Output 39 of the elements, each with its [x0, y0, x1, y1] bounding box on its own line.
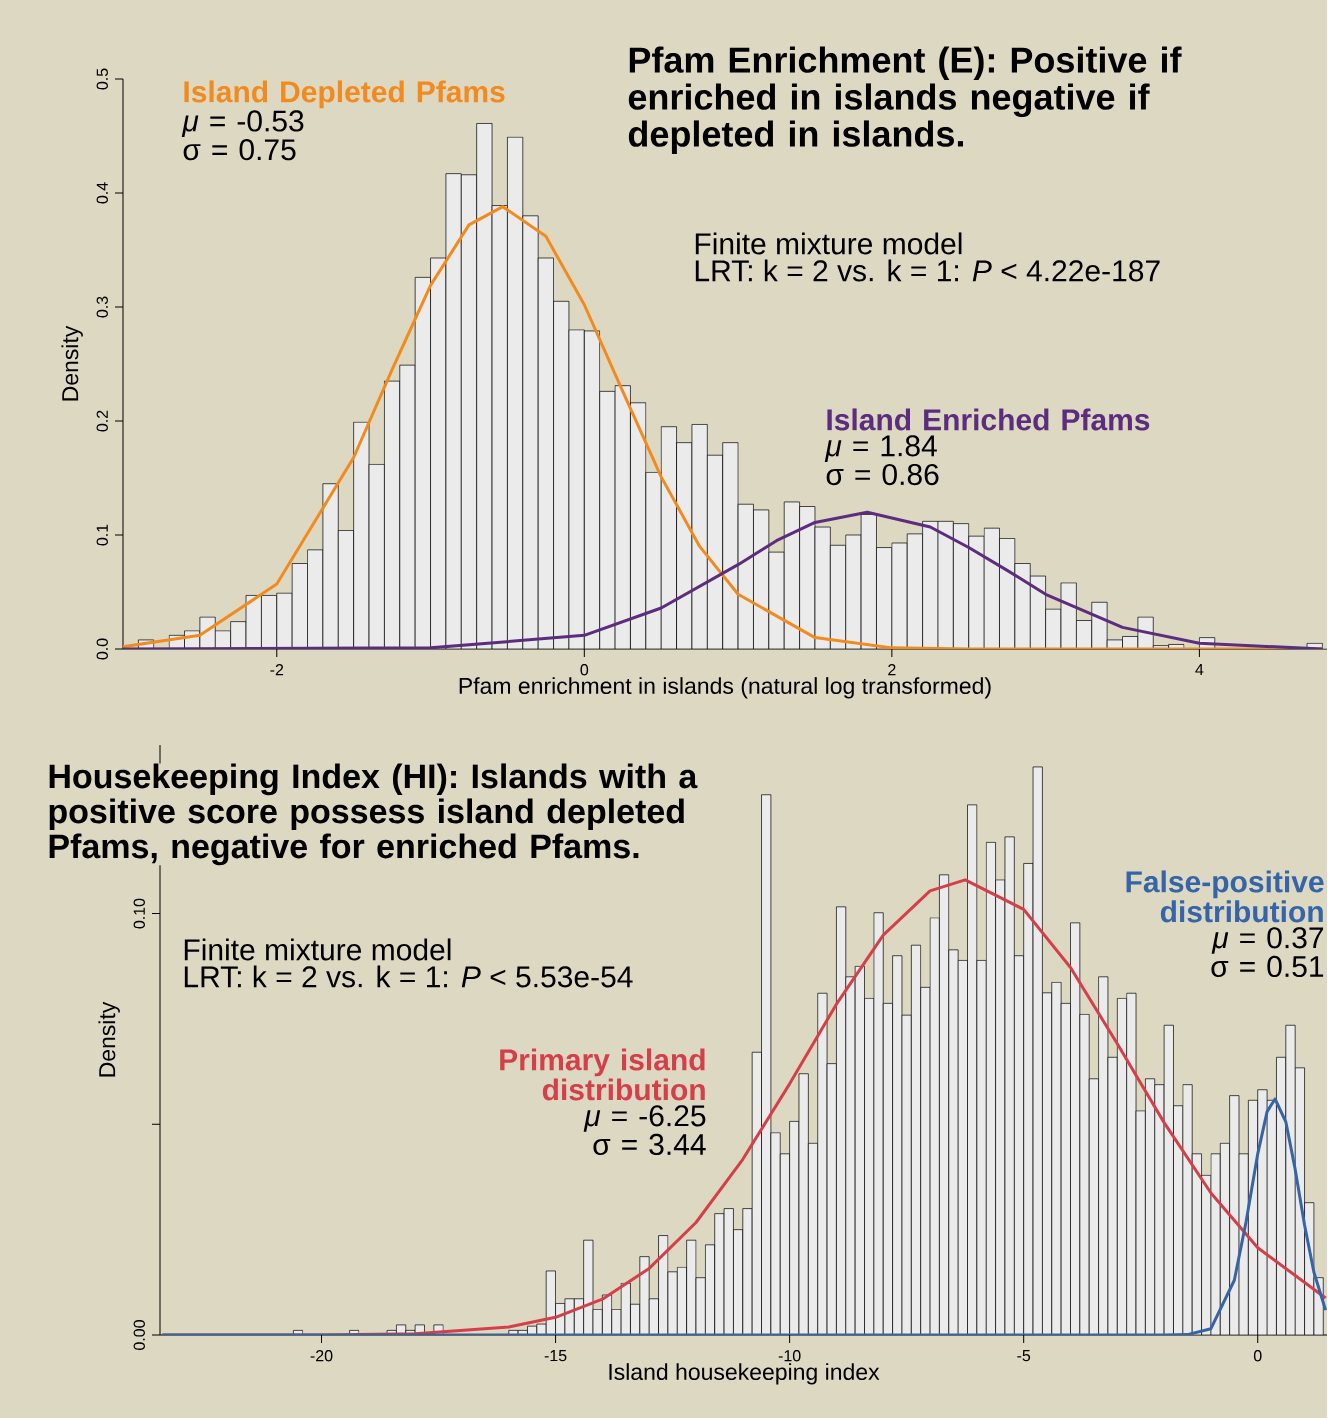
chart-title: Pfam Enrichment (E): Positive if enriched in islands negative if depleted in islands. — [629, 46, 1182, 154]
annotation: σ = 0.51 — [1211, 955, 1324, 978]
x-tick-label: -15 — [544, 1350, 567, 1362]
y-tick-label: 0.2 — [96, 410, 109, 432]
y-tick-label: 0.00 — [133, 1320, 146, 1350]
y-axis-title: Density — [98, 1001, 121, 1077]
y-tick-label: 0.5 — [96, 68, 109, 90]
text: False-positive distribution — [1126, 870, 1324, 923]
annotation: LRT: k = 2 vs. k = 1: P < 5.53e-54 — [185, 965, 633, 988]
x-tick-label: -20 — [310, 1350, 333, 1362]
y-tick-label: 0.3 — [96, 296, 109, 318]
annotation: LRT: k = 2 vs. k = 1: P < 4.22e-187 — [696, 259, 1160, 282]
x-tick-label: 0 — [1254, 1350, 1262, 1362]
x-tick-label: -10 — [779, 1350, 801, 1362]
text: Island Enriched Pfams — [827, 408, 1150, 431]
y-tick-label: 0.1 — [96, 524, 109, 546]
y-tick-label: 0.0 — [96, 638, 109, 660]
annotation: Finite mixture model — [696, 232, 962, 255]
x-tick-label: 0 — [580, 664, 589, 676]
y-axis-title: Density — [61, 325, 84, 401]
x-axis-title: Pfam enrichment in islands (natural log transformed) — [459, 677, 991, 699]
x-axis-title: Island housekeeping index — [609, 1363, 880, 1385]
annotation: μ = 1.84 — [825, 435, 938, 462]
x-tick-label: -5 — [1017, 1350, 1031, 1362]
x-tick-label: 4 — [1195, 664, 1204, 676]
text: Island Depleted Pfams — [184, 80, 505, 109]
annotation: σ = 3.44 — [593, 1133, 706, 1156]
y-tick-label: 0.10 — [133, 898, 146, 929]
x-tick-label: -2 — [270, 664, 284, 676]
annotation: σ = 0.86 — [826, 463, 939, 486]
annotation: Finite mixture model — [185, 938, 451, 961]
annotation: μ = -6.25 — [583, 1105, 706, 1132]
annotation: μ = 0.37 — [1211, 927, 1324, 954]
text: Housekeeping Index (HI): Islands with a positive score possess island depleted Pfams, negative for enriched Pfams. — [49, 763, 698, 866]
x-tick-label: 2 — [888, 664, 896, 676]
y-tick-label: 0.4 — [96, 182, 109, 204]
annotation: σ = 0.75 — [183, 139, 296, 161]
text: Primary island distribution — [500, 1048, 705, 1101]
annotation: μ = -0.53 — [182, 110, 304, 138]
